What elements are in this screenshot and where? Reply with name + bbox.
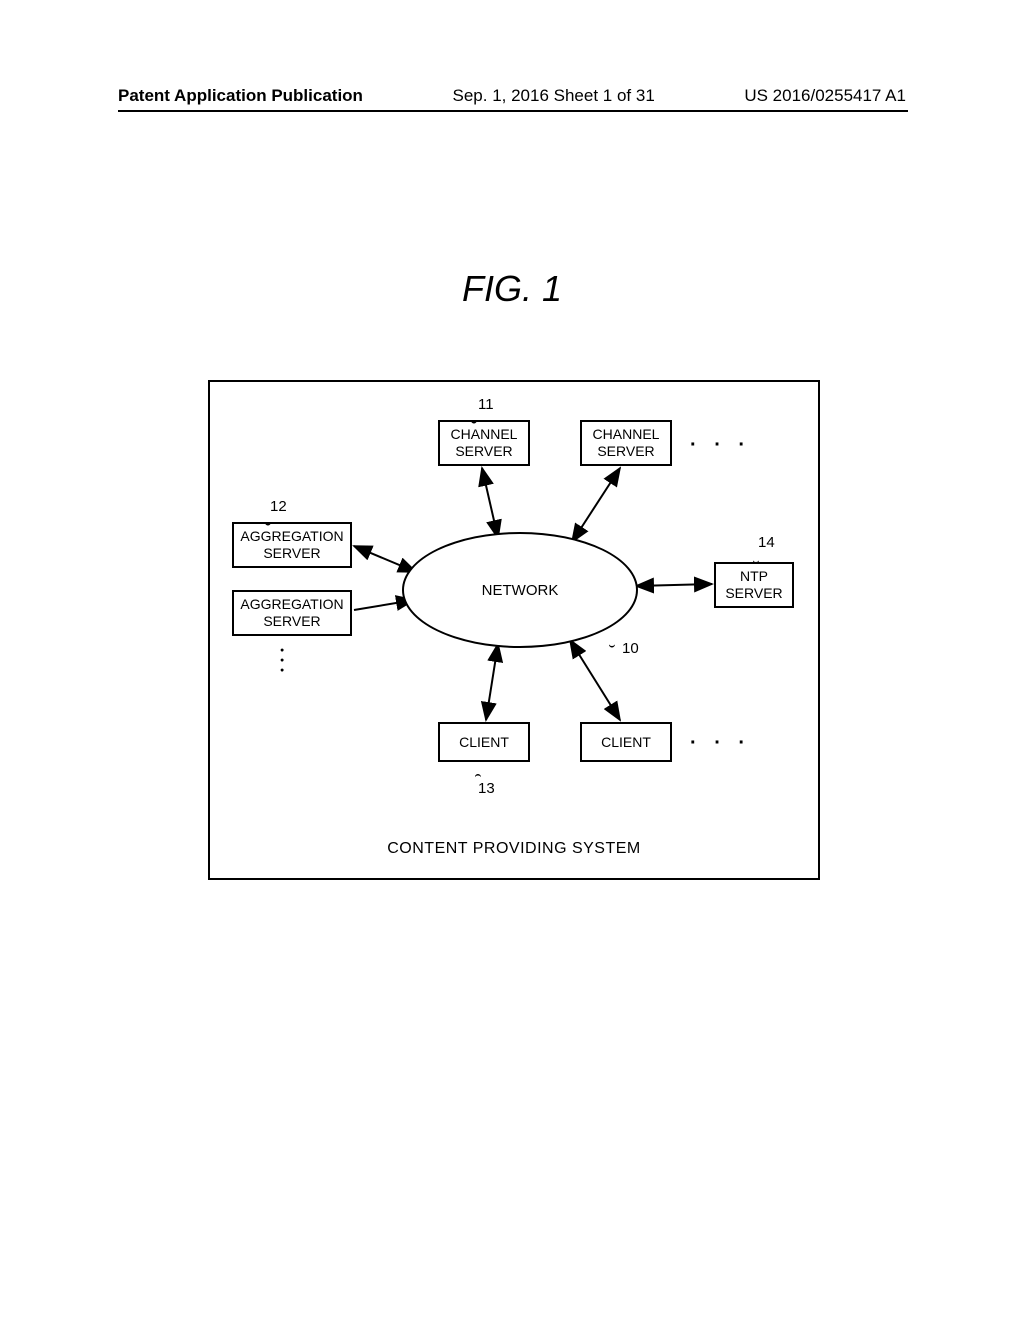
header-publication: Patent Application Publication	[118, 86, 363, 106]
client-box-1: CLIENT	[438, 722, 530, 762]
system-label: CONTENT PROVIDING SYSTEM	[210, 840, 818, 858]
network-label: NETWORK	[482, 582, 559, 599]
channel-server-box-1: CHANNELSERVER	[438, 420, 530, 466]
client-label-1: CLIENT	[459, 734, 509, 751]
header-date-sheet: Sep. 1, 2016 Sheet 1 of 31	[453, 86, 655, 106]
aggregation-server-label-1: AGGREGATIONSERVER	[240, 528, 343, 562]
ref-curve-11: ⌣	[470, 410, 477, 431]
header-divider	[118, 110, 908, 112]
page-header: Patent Application Publication Sep. 1, 2…	[0, 86, 1024, 106]
ref-curve-14: ⌣	[752, 550, 759, 571]
client-box-2: CLIENT	[580, 722, 672, 762]
diagram-container: CHANNELSERVER CHANNELSERVER · · · AGGREG…	[208, 380, 820, 880]
ref-curve-12: ⌣	[264, 512, 271, 533]
ref-curve-10: ⌣	[608, 634, 615, 655]
ellipsis-client: · · ·	[690, 732, 751, 755]
ellipsis-aggregation: ●●●	[280, 646, 284, 676]
ref-number-10: 10	[622, 640, 639, 657]
ref-number-11: 11	[478, 396, 494, 413]
ref-number-12: 12	[270, 498, 287, 515]
figure-title: FIG. 1	[0, 268, 1024, 310]
aggregation-server-box-2: AGGREGATIONSERVER	[232, 590, 352, 636]
ellipsis-channel: · · ·	[690, 434, 751, 457]
channel-server-label-1: CHANNELSERVER	[451, 426, 518, 460]
channel-server-label-2: CHANNELSERVER	[593, 426, 660, 460]
network-ellipse: NETWORK	[402, 532, 638, 648]
client-label-2: CLIENT	[601, 734, 651, 751]
channel-server-box-2: CHANNELSERVER	[580, 420, 672, 466]
ntp-server-label: NTPSERVER	[725, 568, 782, 602]
aggregation-server-label-2: AGGREGATIONSERVER	[240, 596, 343, 630]
header-patent-number: US 2016/0255417 A1	[744, 86, 906, 106]
ref-curve-13: ⌢	[474, 764, 481, 785]
ref-number-14: 14	[758, 534, 775, 551]
aggregation-server-box-1: AGGREGATIONSERVER	[232, 522, 352, 568]
